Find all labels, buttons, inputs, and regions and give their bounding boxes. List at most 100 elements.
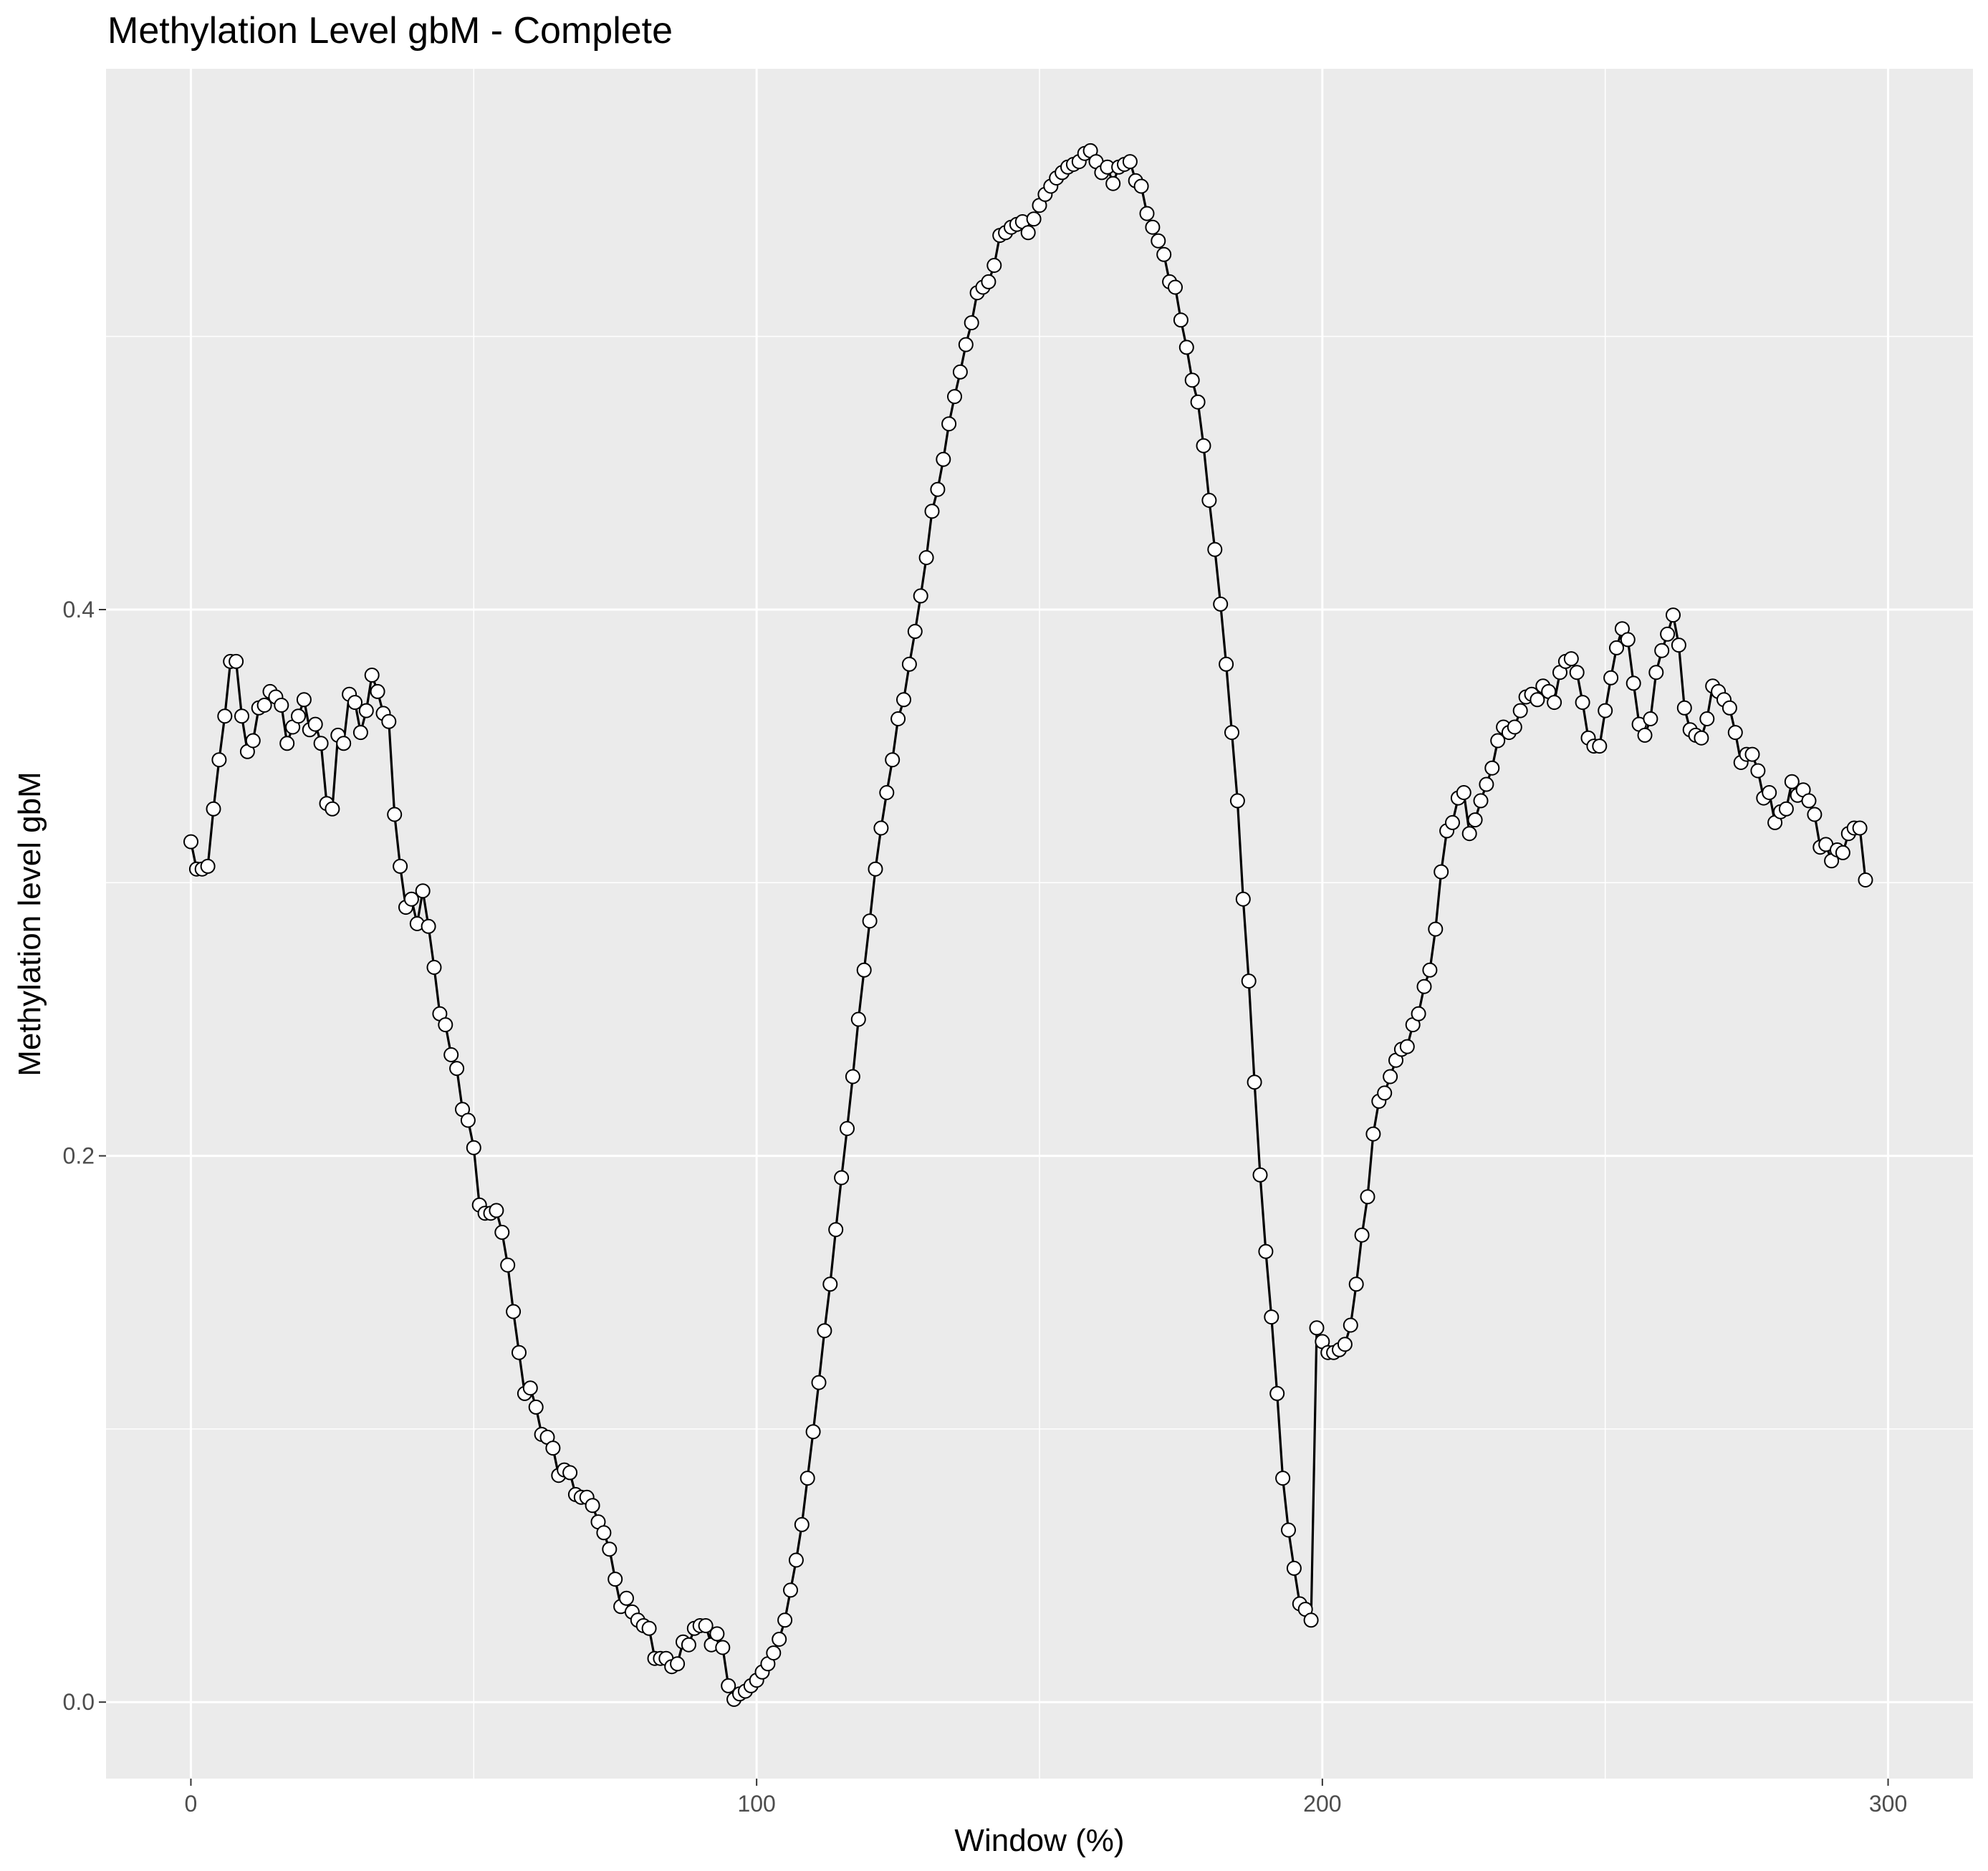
data-point <box>1835 845 1850 860</box>
data-point <box>415 883 431 899</box>
data-point <box>1145 219 1161 235</box>
grid-major <box>106 69 1973 1779</box>
data-point <box>1105 175 1121 191</box>
data-point <box>1512 703 1528 718</box>
data-point <box>1281 1522 1296 1538</box>
data-point <box>1151 233 1166 249</box>
data-point <box>313 736 329 751</box>
data-point <box>1275 1471 1291 1486</box>
data-point <box>1411 1006 1426 1021</box>
data-point <box>1422 962 1438 978</box>
data-point <box>1671 638 1686 653</box>
data-point <box>766 1645 782 1661</box>
data-point <box>1620 632 1636 648</box>
data-point <box>850 1011 866 1027</box>
data-point <box>901 656 917 672</box>
data-point <box>1762 785 1777 800</box>
data-point <box>1727 725 1743 741</box>
x-tick-label: 200 <box>1303 1791 1341 1817</box>
data-point <box>1592 739 1608 754</box>
data-point <box>952 364 968 380</box>
data-point <box>1467 812 1483 828</box>
data-point <box>805 1424 821 1440</box>
data-point <box>1666 607 1681 623</box>
data-point <box>347 695 362 711</box>
data-point <box>1507 719 1522 735</box>
data-point <box>924 504 940 519</box>
data-point <box>364 668 380 683</box>
data-point <box>279 736 295 751</box>
data-point <box>1603 670 1619 686</box>
data-point <box>1456 785 1471 800</box>
data-point <box>466 1140 481 1155</box>
data-point <box>907 624 923 639</box>
data-point <box>229 653 244 669</box>
data-point <box>1173 312 1189 328</box>
data-point <box>811 1375 827 1390</box>
data-point <box>1343 1317 1358 1333</box>
x-axis: 0 100 200 300 <box>185 1779 1907 1817</box>
data-point <box>698 1618 714 1633</box>
data-point <box>512 1345 527 1360</box>
grid-minor <box>106 69 1973 1779</box>
data-point <box>936 451 951 467</box>
data-point <box>1139 206 1155 221</box>
data-point <box>1637 727 1653 743</box>
data-point <box>489 1203 504 1218</box>
data-point <box>443 1047 459 1062</box>
data-point <box>873 820 889 836</box>
data-point <box>1235 891 1251 907</box>
y-axis-label: Methylation level gbM <box>12 771 47 1077</box>
data-point <box>1750 763 1766 779</box>
data-point <box>885 752 901 768</box>
data-point <box>1365 1126 1381 1142</box>
data-point <box>794 1516 810 1532</box>
data-point <box>1229 793 1245 809</box>
data-point <box>799 1471 815 1486</box>
data-point <box>1303 1612 1319 1628</box>
data-point <box>709 1626 725 1642</box>
data-point <box>1434 864 1449 880</box>
data-point <box>1744 746 1760 762</box>
data-point <box>438 1017 453 1033</box>
data-point <box>183 834 198 850</box>
data-point <box>1241 973 1257 989</box>
data-point <box>986 258 1002 273</box>
data-point <box>1530 692 1545 708</box>
data-point <box>1354 1227 1370 1243</box>
data-point <box>947 389 962 405</box>
data-point <box>930 481 946 497</box>
data-point <box>1484 760 1500 776</box>
data-point <box>1399 1039 1415 1054</box>
data-point <box>964 315 979 331</box>
data-point <box>958 337 974 352</box>
data-point <box>1219 656 1234 672</box>
data-point <box>494 1224 510 1240</box>
data-point <box>336 736 352 751</box>
data-point <box>1286 1560 1302 1576</box>
data-point <box>1213 596 1229 612</box>
data-point <box>1490 733 1506 749</box>
data-point <box>1575 695 1590 711</box>
data-point <box>245 733 261 749</box>
data-point <box>200 858 216 874</box>
data-point <box>1184 372 1200 388</box>
data-point <box>868 861 883 877</box>
data-point <box>1383 1069 1398 1084</box>
data-point <box>1643 711 1658 726</box>
data-point <box>1654 643 1670 658</box>
data-point <box>913 588 928 604</box>
data-point <box>1660 626 1676 642</box>
data-point <box>772 1632 787 1647</box>
data-point <box>1722 700 1737 716</box>
data-point <box>585 1498 600 1514</box>
data-point <box>1247 1074 1262 1090</box>
data-point <box>777 1612 793 1628</box>
data-point <box>783 1582 798 1598</box>
data-point <box>822 1276 838 1292</box>
data-point <box>1196 438 1211 453</box>
data-point <box>1337 1337 1353 1352</box>
data-point <box>1598 703 1613 718</box>
data-point <box>211 752 227 768</box>
